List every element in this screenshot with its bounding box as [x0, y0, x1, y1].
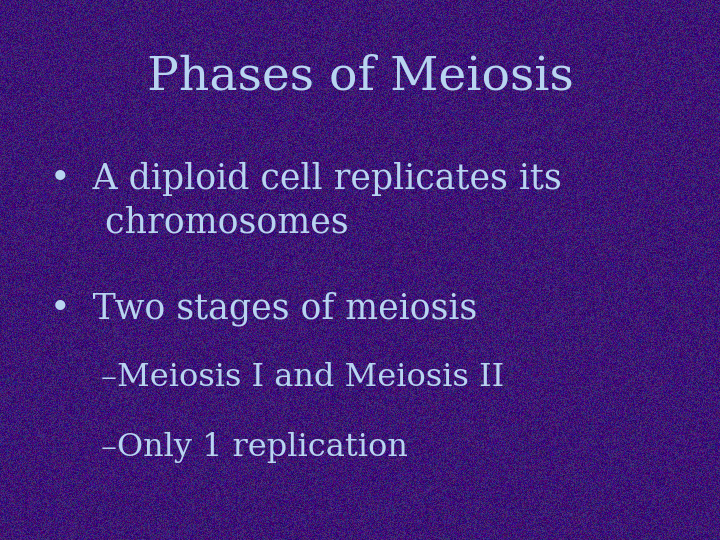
- Text: –Only 1 replication: –Only 1 replication: [101, 432, 408, 463]
- Text: •  Two stages of meiosis: • Two stages of meiosis: [50, 292, 477, 326]
- Text: Phases of Meiosis: Phases of Meiosis: [147, 54, 573, 99]
- Text: •  A diploid cell replicates its
     chromosomes: • A diploid cell replicates its chromoso…: [50, 162, 562, 239]
- Text: –Meiosis I and Meiosis II: –Meiosis I and Meiosis II: [101, 362, 504, 393]
